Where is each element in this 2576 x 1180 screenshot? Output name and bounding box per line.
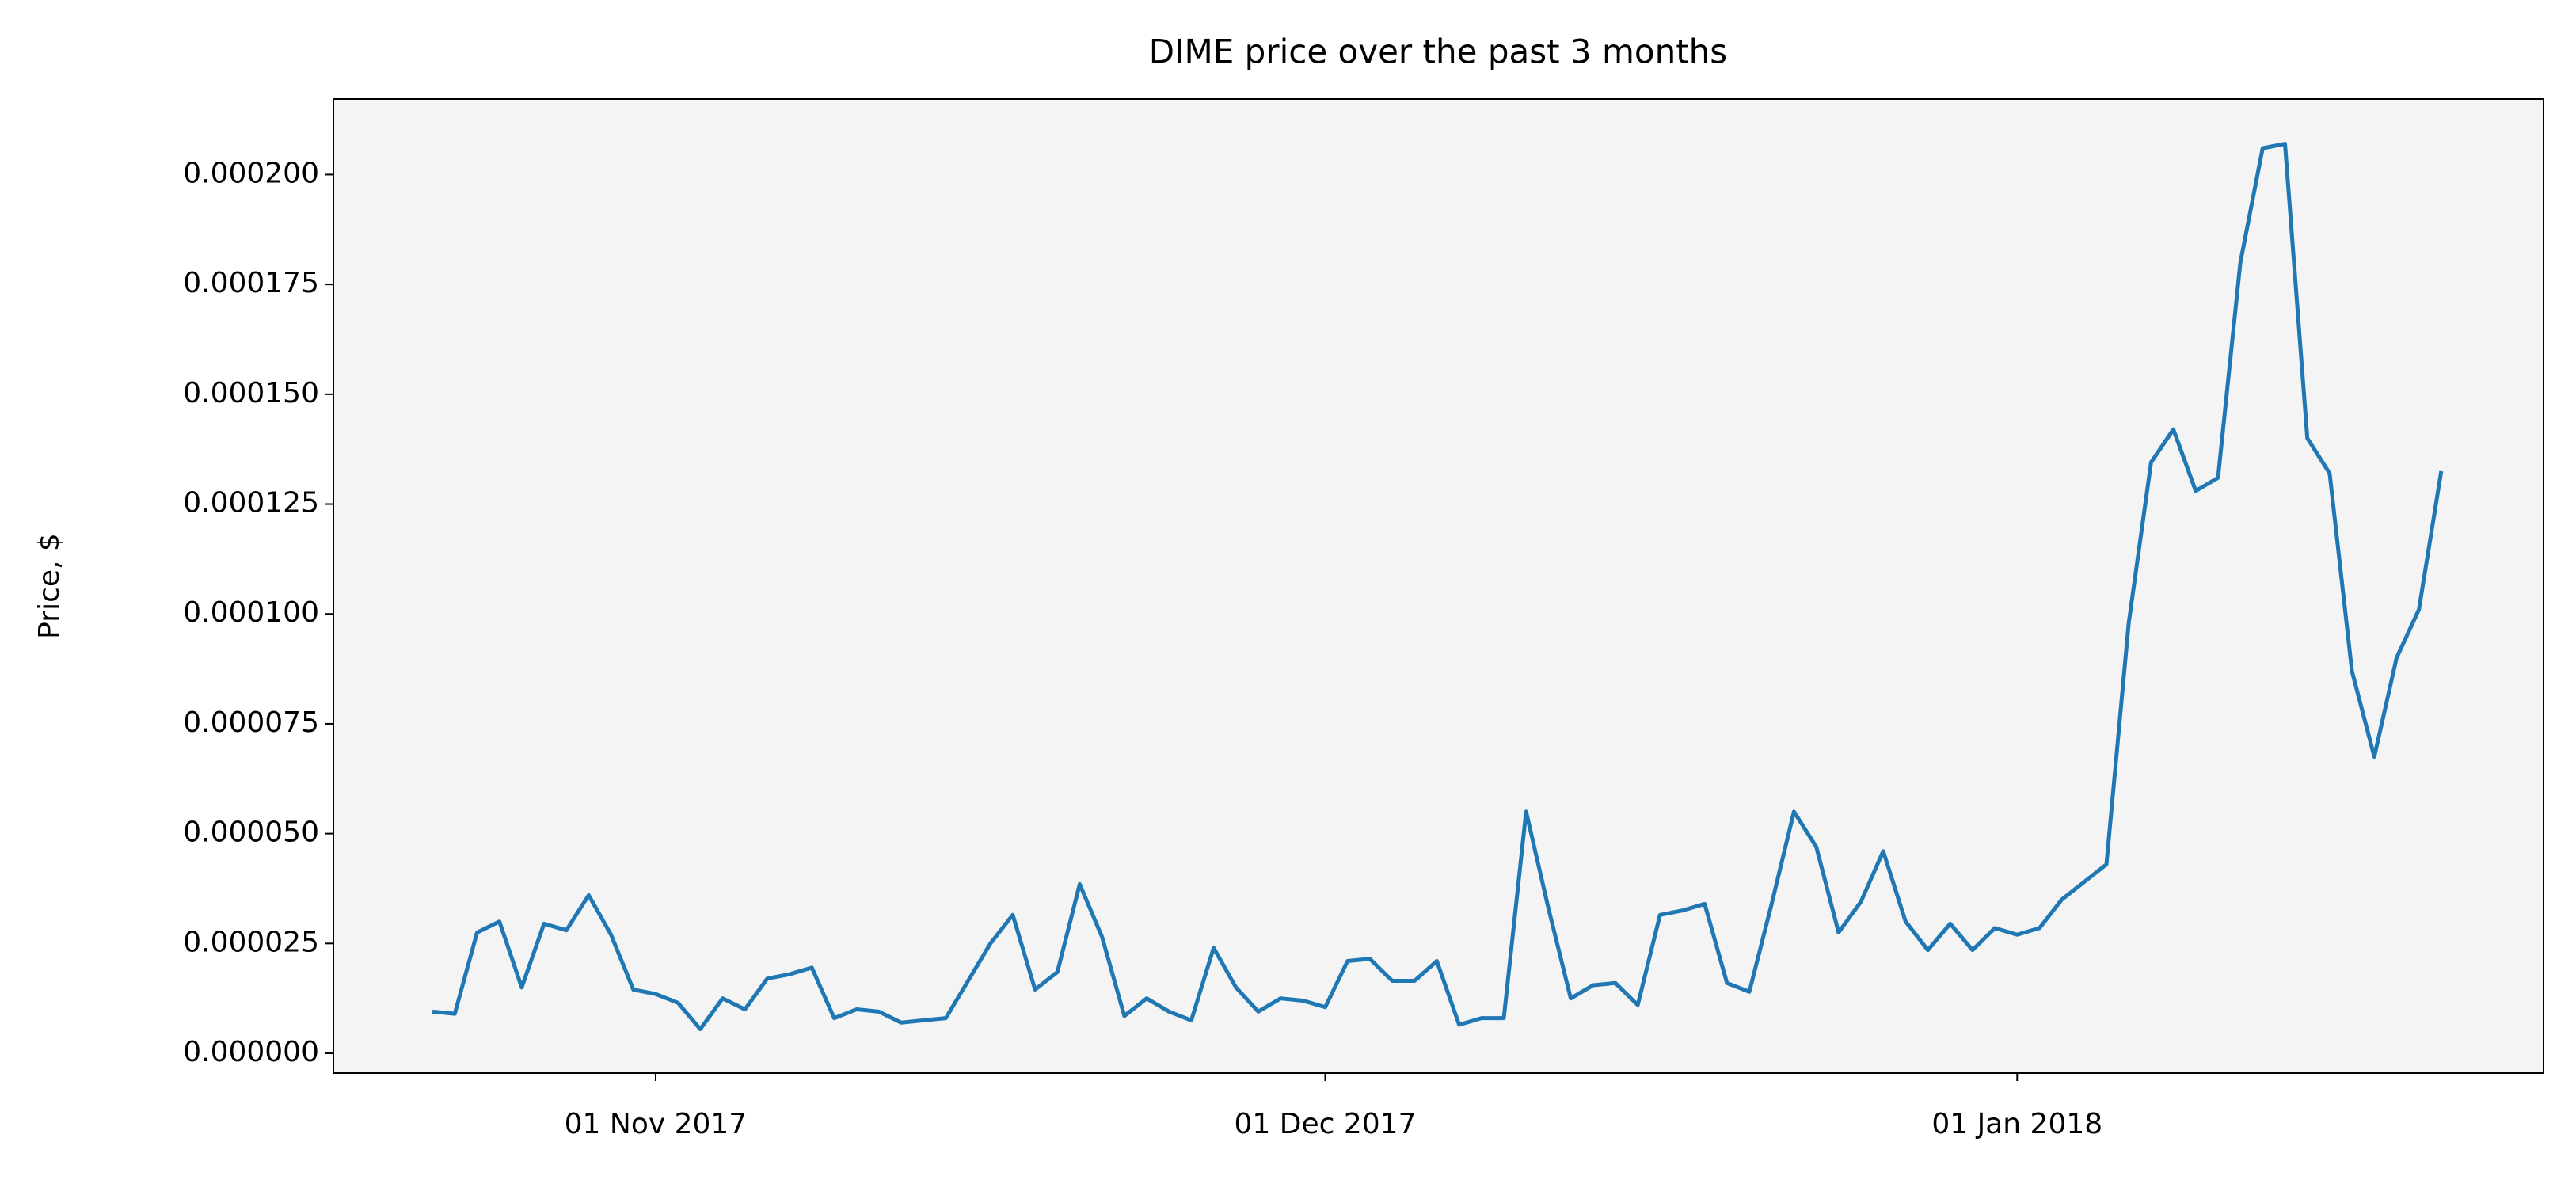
y-tick-label: 0.000125 (183, 487, 319, 520)
x-tick-label: 01 Dec 2017 (1235, 1108, 1417, 1140)
y-tick-label: 0.000200 (183, 157, 319, 189)
y-tick-label: 0.000025 (183, 926, 319, 958)
price-line (432, 142, 2444, 1032)
x-tick-label: 01 Nov 2017 (565, 1108, 748, 1140)
y-axis-label: Price, $ (33, 533, 66, 639)
y-tick-label: 0.000000 (183, 1036, 319, 1068)
x-tick-label: 01 Jan 2018 (1931, 1108, 2102, 1140)
y-tick-label: 0.000175 (183, 267, 319, 299)
y-tick-label: 0.000075 (183, 706, 319, 739)
y-tick-label: 0.000050 (183, 816, 319, 849)
y-tick-label: 0.000150 (183, 377, 319, 409)
plot-frame (333, 98, 2544, 1074)
y-tick-label: 0.000100 (183, 596, 319, 629)
plot-area (333, 99, 2544, 1073)
chart-title: DIME price over the past 3 months (1149, 32, 1727, 71)
